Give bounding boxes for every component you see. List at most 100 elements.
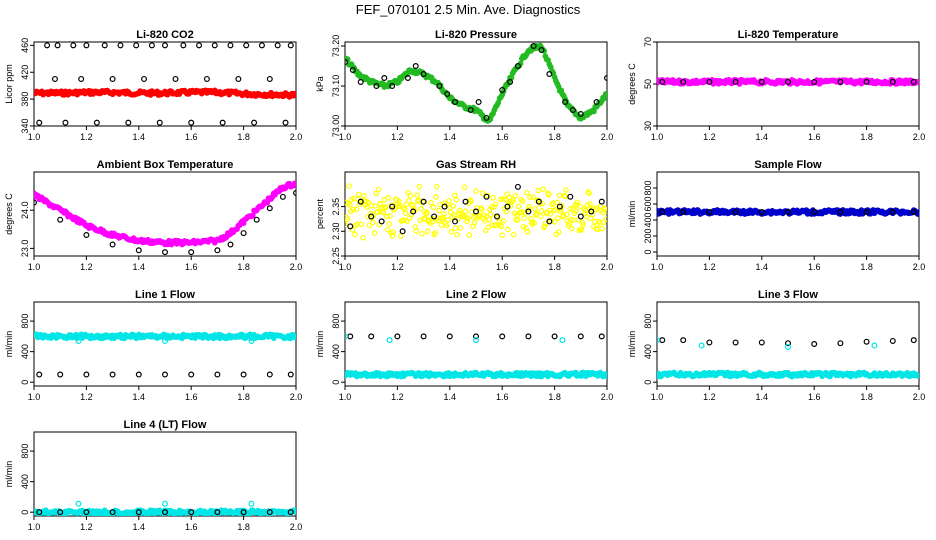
- ave-point: [384, 226, 391, 233]
- sample-point: [889, 209, 896, 216]
- ave-point: [385, 194, 392, 201]
- ave-point: [424, 228, 431, 235]
- sample-point: [357, 78, 364, 85]
- x-tick-label: 1.2: [703, 392, 716, 402]
- sample-point: [133, 42, 140, 49]
- sample-point: [235, 75, 242, 82]
- y-tick-label: 50: [643, 79, 653, 89]
- ave-point: [454, 231, 460, 238]
- sample-point: [546, 70, 553, 77]
- ave-point: [524, 228, 531, 235]
- panel-title: Line 3 Flow: [758, 289, 818, 301]
- sample-point: [83, 509, 90, 516]
- sample-point: [567, 193, 574, 200]
- ave-point: [510, 197, 516, 203]
- y-tick-label: 380: [20, 92, 30, 107]
- x-tick-label: 1.0: [339, 262, 352, 272]
- sample-point: [483, 193, 490, 200]
- ave-point: [591, 108, 597, 115]
- ave-point: [432, 230, 438, 236]
- sample-point: [680, 337, 687, 344]
- x-tick-label: 1.0: [28, 262, 41, 272]
- ave-point: [419, 199, 426, 206]
- ave-point: [466, 232, 473, 238]
- ave-point: [568, 225, 575, 232]
- x-tick-label: 1.4: [444, 392, 457, 402]
- sample-point: [135, 371, 142, 378]
- sample-point: [368, 213, 375, 220]
- ave-point: [541, 223, 548, 230]
- sample-point: [551, 333, 558, 340]
- y-axis-label: ml/min: [627, 331, 637, 358]
- ave-point: [499, 232, 506, 238]
- ave-point: [555, 215, 561, 221]
- plot-area: [34, 500, 296, 516]
- sample-point: [266, 205, 273, 212]
- sample-point: [758, 339, 765, 346]
- x-tick-label: 1.0: [339, 392, 352, 402]
- sample-point: [266, 509, 273, 516]
- outlier-point: [657, 337, 660, 344]
- sample-point: [680, 209, 687, 216]
- sample-point: [659, 337, 666, 344]
- ave-point: [532, 205, 538, 212]
- ave-point: [488, 204, 495, 210]
- y-axis-label: ml/min: [4, 461, 14, 488]
- plot-frame: [344, 41, 608, 127]
- x-tick-label: 2.0: [601, 132, 614, 142]
- sample-point: [598, 333, 605, 340]
- sample-point: [659, 78, 666, 85]
- sample-point: [431, 213, 438, 220]
- x-tick-label: 1.8: [237, 522, 250, 532]
- ave-point: [471, 220, 478, 226]
- ave-point: [519, 209, 525, 215]
- ave-point: [353, 206, 360, 213]
- ave-point: [375, 186, 382, 193]
- x-tick-label: 1.8: [860, 262, 873, 272]
- y-tick-label: 400: [20, 344, 30, 359]
- ave-point: [604, 373, 607, 380]
- outlier-point: [559, 337, 566, 344]
- sample-point: [148, 42, 155, 49]
- ave-point: [249, 212, 256, 219]
- sample-point: [389, 82, 396, 89]
- sample-point: [188, 371, 195, 378]
- sample-point: [381, 74, 388, 81]
- sample-point: [203, 75, 210, 82]
- plot-frame: [344, 171, 608, 257]
- ave-point: [603, 216, 607, 222]
- ave-point: [560, 212, 567, 219]
- sample-point: [758, 78, 765, 85]
- ave-point: [540, 186, 546, 193]
- ave-point: [527, 194, 533, 201]
- x-tick-label: 2.0: [601, 392, 614, 402]
- ave-point: [452, 225, 459, 232]
- x-tick-label: 1.8: [860, 392, 873, 402]
- panel-title: Ambient Box Temperature: [97, 159, 234, 171]
- x-tick-label: 2.0: [913, 132, 926, 142]
- sample-point: [243, 42, 250, 49]
- ave-point: [372, 203, 379, 209]
- x-tick-label: 1.2: [80, 392, 93, 402]
- ave-point: [407, 192, 414, 199]
- y-tick-label: 400: [643, 344, 653, 359]
- sample-point: [109, 371, 116, 378]
- ave-point: [599, 225, 605, 232]
- sample-point: [214, 371, 221, 378]
- ave-point: [465, 215, 471, 222]
- ave-point: [366, 222, 373, 229]
- ave-point: [361, 193, 367, 199]
- outlier-point: [698, 342, 705, 349]
- ave-point: [556, 192, 563, 199]
- x-tick-label: 1.0: [651, 392, 664, 402]
- ave-point: [445, 217, 451, 223]
- y-tick-label: 0: [643, 380, 653, 385]
- sample-point: [569, 106, 576, 113]
- sample-point: [910, 209, 917, 216]
- x-tick-label: 1.2: [703, 132, 716, 142]
- ave-point: [293, 90, 296, 97]
- y-tick-label: 800: [643, 180, 653, 195]
- panel-9: Line 4 (LT) Flow 1.0 1.2 1.4 1.6 1.8 2.0 0 400 80…: [4, 419, 302, 532]
- sample-point: [162, 249, 169, 256]
- ave-point: [383, 213, 390, 220]
